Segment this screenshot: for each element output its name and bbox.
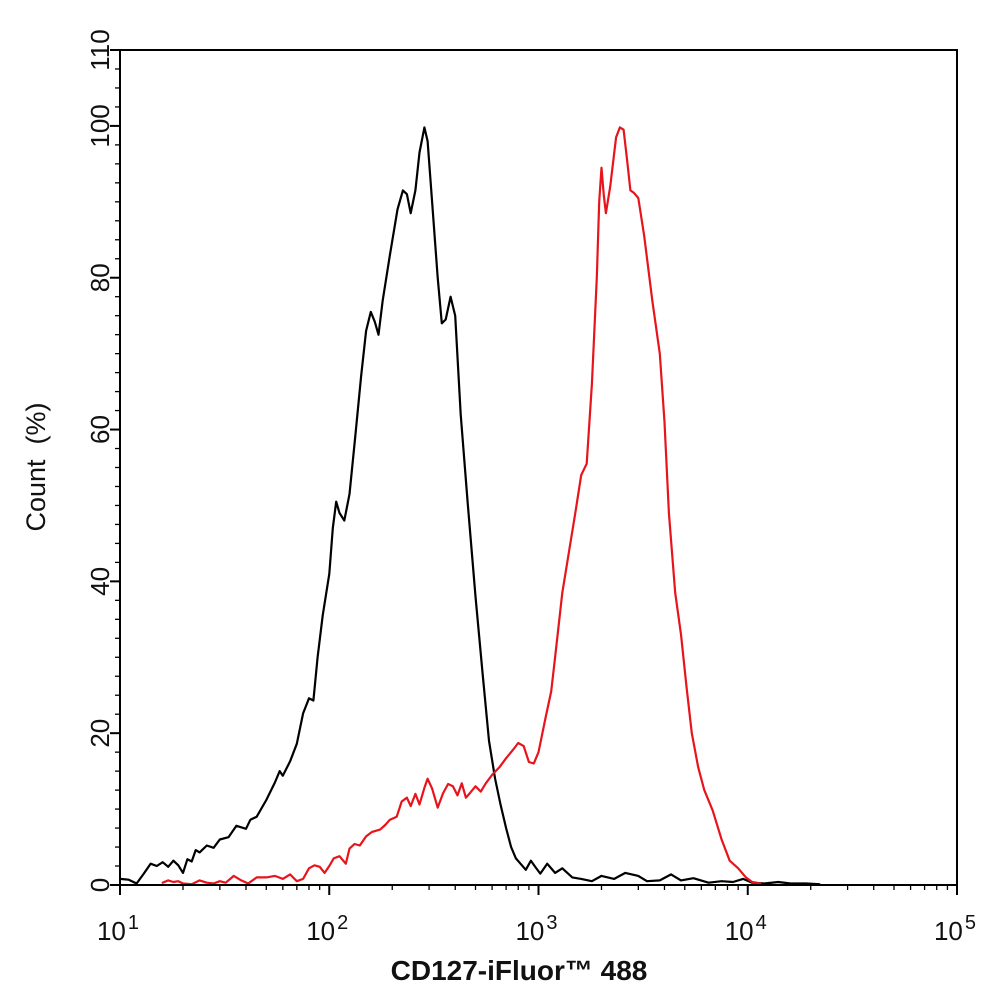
ticks-layer <box>110 49 958 895</box>
x-tick-label: 10 5 <box>934 912 976 946</box>
x-tick-exponent: 1 <box>128 912 139 934</box>
y-tick-label: 20 <box>85 719 115 748</box>
x-axis-title: CD127-iFluor™ 488 <box>391 955 648 986</box>
y-tick-label: 80 <box>85 263 115 292</box>
x-tick-exponent: 4 <box>756 912 767 934</box>
x-tick-base: 10 <box>306 916 335 946</box>
series-layer <box>118 126 821 886</box>
x-tick-exponent: 2 <box>337 912 348 934</box>
y-tick-label: 40 <box>85 567 115 596</box>
y-tick-label: 110 <box>85 29 115 70</box>
x-tick-label: 10 1 <box>97 912 139 946</box>
x-tick-label: 10 2 <box>306 912 348 946</box>
x-tick-base: 10 <box>515 916 544 946</box>
y-tick-label: 60 <box>85 415 115 444</box>
x-tick-base: 10 <box>934 916 963 946</box>
plot-frame <box>119 49 958 886</box>
y-tick-label: 100 <box>85 104 115 147</box>
x-tick-base: 10 <box>725 916 754 946</box>
x-tick-label: 10 4 <box>725 912 767 946</box>
x-tick-label: 10 3 <box>515 912 557 946</box>
x-tick-base: 10 <box>97 916 126 946</box>
y-tick-label: 0 <box>85 878 115 892</box>
y-axis-title: Count (%) <box>21 402 51 531</box>
series-CD127-stained <box>161 126 762 886</box>
x-tick-exponent: 5 <box>965 912 976 934</box>
series-isotype-control <box>118 126 821 886</box>
x-tick-exponent: 3 <box>546 912 557 934</box>
